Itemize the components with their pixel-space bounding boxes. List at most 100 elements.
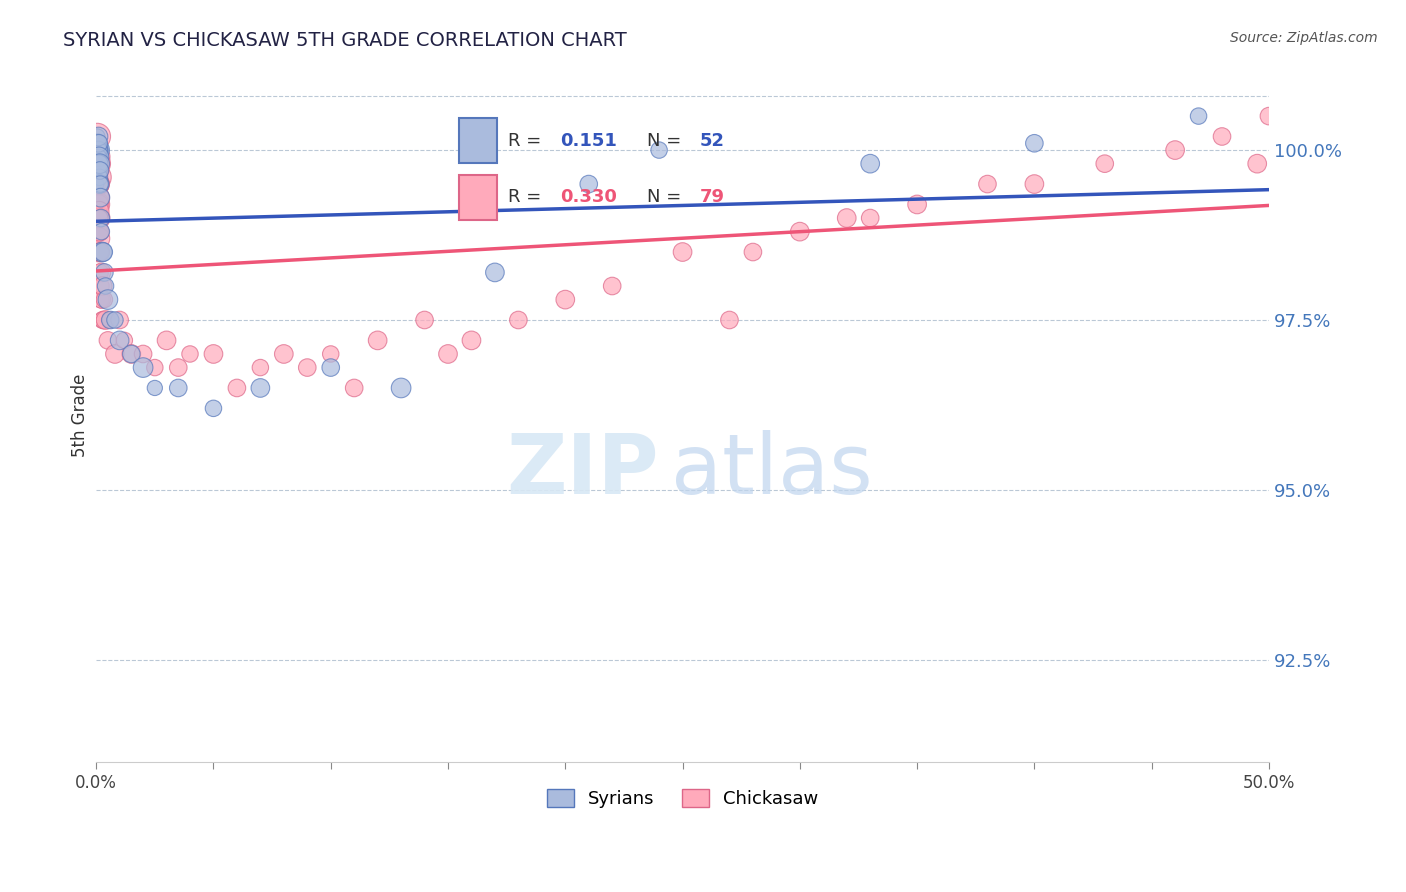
Point — [671, 245, 693, 260]
Point — [87, 150, 110, 164]
Point — [578, 177, 600, 191]
Point — [86, 143, 108, 157]
Point — [86, 177, 108, 191]
Point — [90, 211, 112, 225]
Point — [108, 334, 131, 348]
Point — [86, 150, 108, 164]
Point — [249, 360, 271, 375]
Point — [859, 211, 882, 225]
Legend: Syrians, Chickasaw: Syrians, Chickasaw — [540, 781, 825, 815]
Point — [87, 231, 110, 245]
Point — [86, 170, 108, 185]
Point — [437, 347, 460, 361]
Point — [1246, 156, 1268, 170]
Point — [87, 225, 110, 239]
Point — [90, 265, 112, 279]
Y-axis label: 5th Grade: 5th Grade — [72, 374, 89, 457]
Point — [508, 313, 530, 327]
Point — [389, 381, 412, 395]
Point — [89, 204, 111, 219]
Point — [89, 211, 111, 225]
Point — [89, 177, 111, 191]
Point — [367, 334, 389, 348]
Point — [600, 279, 623, 293]
Point — [87, 197, 110, 211]
Point — [89, 191, 111, 205]
Point — [89, 225, 111, 239]
Point — [742, 245, 765, 260]
Point — [87, 156, 110, 170]
Point — [87, 156, 110, 170]
Point — [554, 293, 576, 307]
Point — [86, 129, 108, 144]
Point — [86, 156, 108, 170]
Point — [179, 347, 201, 361]
Point — [89, 245, 111, 260]
Point — [89, 156, 111, 170]
Point — [87, 177, 110, 191]
Point — [460, 334, 482, 348]
Point — [86, 136, 108, 151]
Point — [143, 360, 166, 375]
Point — [87, 150, 110, 164]
Point — [90, 225, 112, 239]
Point — [98, 313, 121, 327]
Text: atlas: atlas — [671, 430, 873, 511]
Text: Source: ZipAtlas.com: Source: ZipAtlas.com — [1230, 31, 1378, 45]
Point — [484, 265, 506, 279]
Point — [835, 211, 858, 225]
Point — [89, 265, 111, 279]
Point — [86, 177, 108, 191]
Point — [112, 334, 135, 348]
Point — [89, 245, 111, 260]
Point — [87, 225, 110, 239]
Point — [226, 381, 249, 395]
Point — [249, 381, 271, 395]
Point — [87, 163, 110, 178]
Point — [87, 191, 110, 205]
Point — [86, 143, 108, 157]
Point — [87, 143, 110, 157]
Point — [94, 279, 117, 293]
Point — [86, 177, 108, 191]
Point — [91, 313, 114, 327]
Point — [87, 143, 110, 157]
Point — [91, 313, 114, 327]
Point — [87, 136, 110, 151]
Point — [1211, 129, 1233, 144]
Point — [143, 381, 166, 395]
Point — [87, 211, 110, 225]
Point — [297, 360, 319, 375]
Point — [97, 334, 120, 348]
Point — [202, 347, 225, 361]
Point — [86, 129, 108, 144]
Point — [90, 293, 112, 307]
Point — [91, 245, 114, 260]
Point — [104, 313, 127, 327]
Point — [87, 156, 110, 170]
Point — [343, 381, 366, 395]
Point — [98, 313, 121, 327]
Point — [120, 347, 142, 361]
Point — [87, 245, 110, 260]
Point — [718, 313, 741, 327]
Point — [94, 313, 117, 327]
Point — [789, 225, 811, 239]
Point — [97, 293, 120, 307]
Point — [87, 177, 110, 191]
Point — [89, 177, 111, 191]
Point — [91, 245, 114, 260]
Point — [167, 381, 190, 395]
Point — [87, 129, 110, 144]
Point — [86, 156, 108, 170]
Text: ZIP: ZIP — [506, 430, 659, 511]
Point — [1024, 136, 1046, 151]
Point — [1258, 109, 1281, 123]
Point — [86, 156, 108, 170]
Point — [1094, 156, 1116, 170]
Point — [202, 401, 225, 416]
Point — [319, 360, 342, 375]
Point — [93, 293, 115, 307]
Point — [976, 177, 998, 191]
Point — [155, 334, 177, 348]
